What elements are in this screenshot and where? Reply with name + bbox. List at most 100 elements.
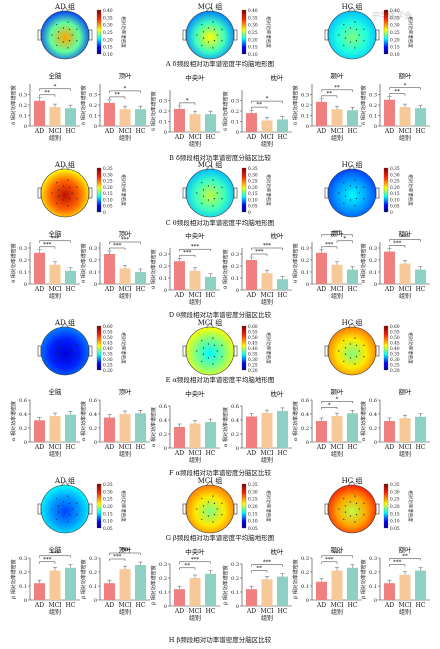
sig-bracket bbox=[39, 555, 71, 558]
colorbar-tick: 0.35 bbox=[390, 483, 400, 488]
topomap-title: MCI 组 bbox=[198, 476, 223, 485]
bar-HC bbox=[277, 576, 288, 606]
colorbar-tick: 0.35 bbox=[248, 167, 258, 172]
bar-HC bbox=[135, 413, 146, 442]
topomap-title: AD 组 bbox=[54, 476, 75, 485]
sig-bracket bbox=[336, 240, 353, 243]
nose-icon bbox=[205, 6, 215, 13]
x-tick-label: MCI bbox=[188, 134, 202, 141]
electrode-dot bbox=[51, 508, 53, 510]
topomap-title: AD 组 bbox=[54, 318, 75, 327]
bar-AD bbox=[34, 100, 45, 126]
barchart-α-0: 全脑 0 0.2 0.4 0.6α 相对功率谱密度 AD MCI HC 组别 bbox=[10, 387, 80, 458]
right-ear-icon bbox=[375, 29, 380, 41]
x-tick-label: AD bbox=[384, 602, 394, 609]
x-tick-label: HC bbox=[66, 128, 76, 135]
bar-MCI bbox=[331, 570, 343, 600]
electrode-dot bbox=[62, 199, 64, 201]
y-tick-label: 0.1 bbox=[19, 270, 27, 276]
nose-icon bbox=[60, 6, 70, 13]
electrode-dot bbox=[349, 357, 351, 359]
electrode-dot bbox=[76, 502, 78, 504]
y-tick-label: 0 bbox=[374, 124, 377, 130]
sig-bracket bbox=[321, 561, 338, 564]
sig-label: *** bbox=[255, 249, 264, 255]
colorbar-tick: 0.60 bbox=[248, 325, 258, 330]
electrode-dot bbox=[207, 185, 209, 187]
x-tick-label: MCI bbox=[188, 292, 202, 299]
y-axis-label: α 相对功率谱密度 bbox=[292, 401, 299, 441]
electrode-dot bbox=[76, 186, 78, 188]
colorbar-tick: 0.15 bbox=[248, 46, 258, 51]
electrode-dot bbox=[62, 41, 64, 43]
electrode-dot bbox=[68, 28, 71, 30]
y-tick-label: 0 bbox=[236, 446, 239, 452]
right-ear-icon bbox=[233, 345, 238, 357]
colorbar-tick: 0.35 bbox=[248, 483, 258, 488]
electrode-dot bbox=[216, 508, 218, 510]
bar-HC bbox=[347, 413, 358, 442]
electrode-dot bbox=[71, 508, 73, 510]
sig-label: *** bbox=[393, 241, 402, 247]
y-tick-label: 0.1 bbox=[231, 590, 239, 596]
sig-bracket bbox=[179, 248, 211, 252]
colorbar-tick: 0.10 bbox=[390, 198, 400, 203]
electrode-dot bbox=[363, 186, 365, 188]
electrode-dot bbox=[68, 356, 71, 358]
electrode-dot bbox=[57, 353, 60, 355]
y-axis-label: δ 相对功率谱密度 bbox=[10, 85, 17, 125]
x-axis-title: 组别 bbox=[331, 292, 343, 300]
y-tick-label: 0.6 bbox=[301, 398, 309, 404]
electrode-dot bbox=[349, 515, 351, 517]
sig-label: *** bbox=[263, 243, 272, 249]
colorbar-label: 相对功率谱密度 bbox=[120, 490, 127, 522]
colorbar bbox=[96, 325, 102, 371]
electrode-dot bbox=[201, 360, 203, 362]
electrode-dot bbox=[344, 189, 347, 191]
bar-MCI bbox=[119, 109, 131, 126]
y-tick-label: 0.1 bbox=[369, 584, 377, 590]
y-tick-label: 0 bbox=[94, 598, 97, 604]
head-map bbox=[40, 326, 90, 376]
colorbar-tick: 0.35 bbox=[248, 353, 258, 358]
electrode-dot bbox=[213, 28, 216, 30]
electrode-dot bbox=[338, 508, 340, 510]
colorbar-tick: 0.15 bbox=[248, 512, 258, 517]
y-tick-label: 0.4 bbox=[369, 412, 377, 418]
electrode-dot bbox=[62, 27, 64, 29]
sig-bracket bbox=[179, 254, 196, 258]
electrode-dot bbox=[67, 179, 69, 181]
electrode-dot bbox=[68, 502, 71, 504]
colorbar-tick: 0.15 bbox=[390, 192, 400, 197]
sig-label: ** bbox=[45, 90, 51, 96]
bar-AD bbox=[34, 420, 45, 442]
topomap-θ-2: HC 组 0.350.30 0.250.200.150.10 0.050 相对功率谱密度 bbox=[324, 160, 414, 218]
x-tick-label: HC bbox=[206, 450, 216, 457]
electrode-dot bbox=[202, 195, 205, 197]
y-tick-label: 0 bbox=[306, 282, 309, 288]
electrode-dot bbox=[57, 195, 60, 197]
y-tick-label: 0 bbox=[374, 440, 377, 446]
y-axis-label: β 相对功率谱密度 bbox=[10, 559, 17, 598]
electrode-dot bbox=[202, 511, 205, 513]
topomap-β-2: HC 组 0.35 0.30 0.25 0.20 0.15 0.10 0.05 相对功率谱密度 bbox=[324, 476, 414, 534]
electrode-dot bbox=[67, 495, 69, 497]
colorbar-tick: 0.25 bbox=[248, 180, 258, 185]
y-tick-label: 0.2 bbox=[231, 109, 239, 115]
left-ear-icon bbox=[37, 345, 42, 357]
electrode-dot bbox=[355, 40, 358, 42]
y-tick-label: 0.1 bbox=[369, 270, 377, 276]
colorbar-tick: 0.20 bbox=[103, 38, 113, 43]
electrode-dot bbox=[221, 356, 223, 358]
y-tick-label: 0.1 bbox=[301, 270, 309, 276]
x-tick-label: MCI bbox=[260, 134, 274, 141]
sig-label: *** bbox=[113, 554, 122, 560]
region-title: 颞叶 bbox=[331, 545, 345, 554]
x-tick-label: MCI bbox=[330, 286, 344, 293]
x-axis-title: 组别 bbox=[49, 450, 61, 458]
colorbar-tick: 0.35 bbox=[248, 16, 258, 21]
sig-label: *** bbox=[43, 242, 52, 248]
colorbar bbox=[241, 483, 247, 529]
x-tick-label: AD bbox=[384, 286, 394, 293]
y-tick-label: 0.2 bbox=[301, 258, 309, 264]
